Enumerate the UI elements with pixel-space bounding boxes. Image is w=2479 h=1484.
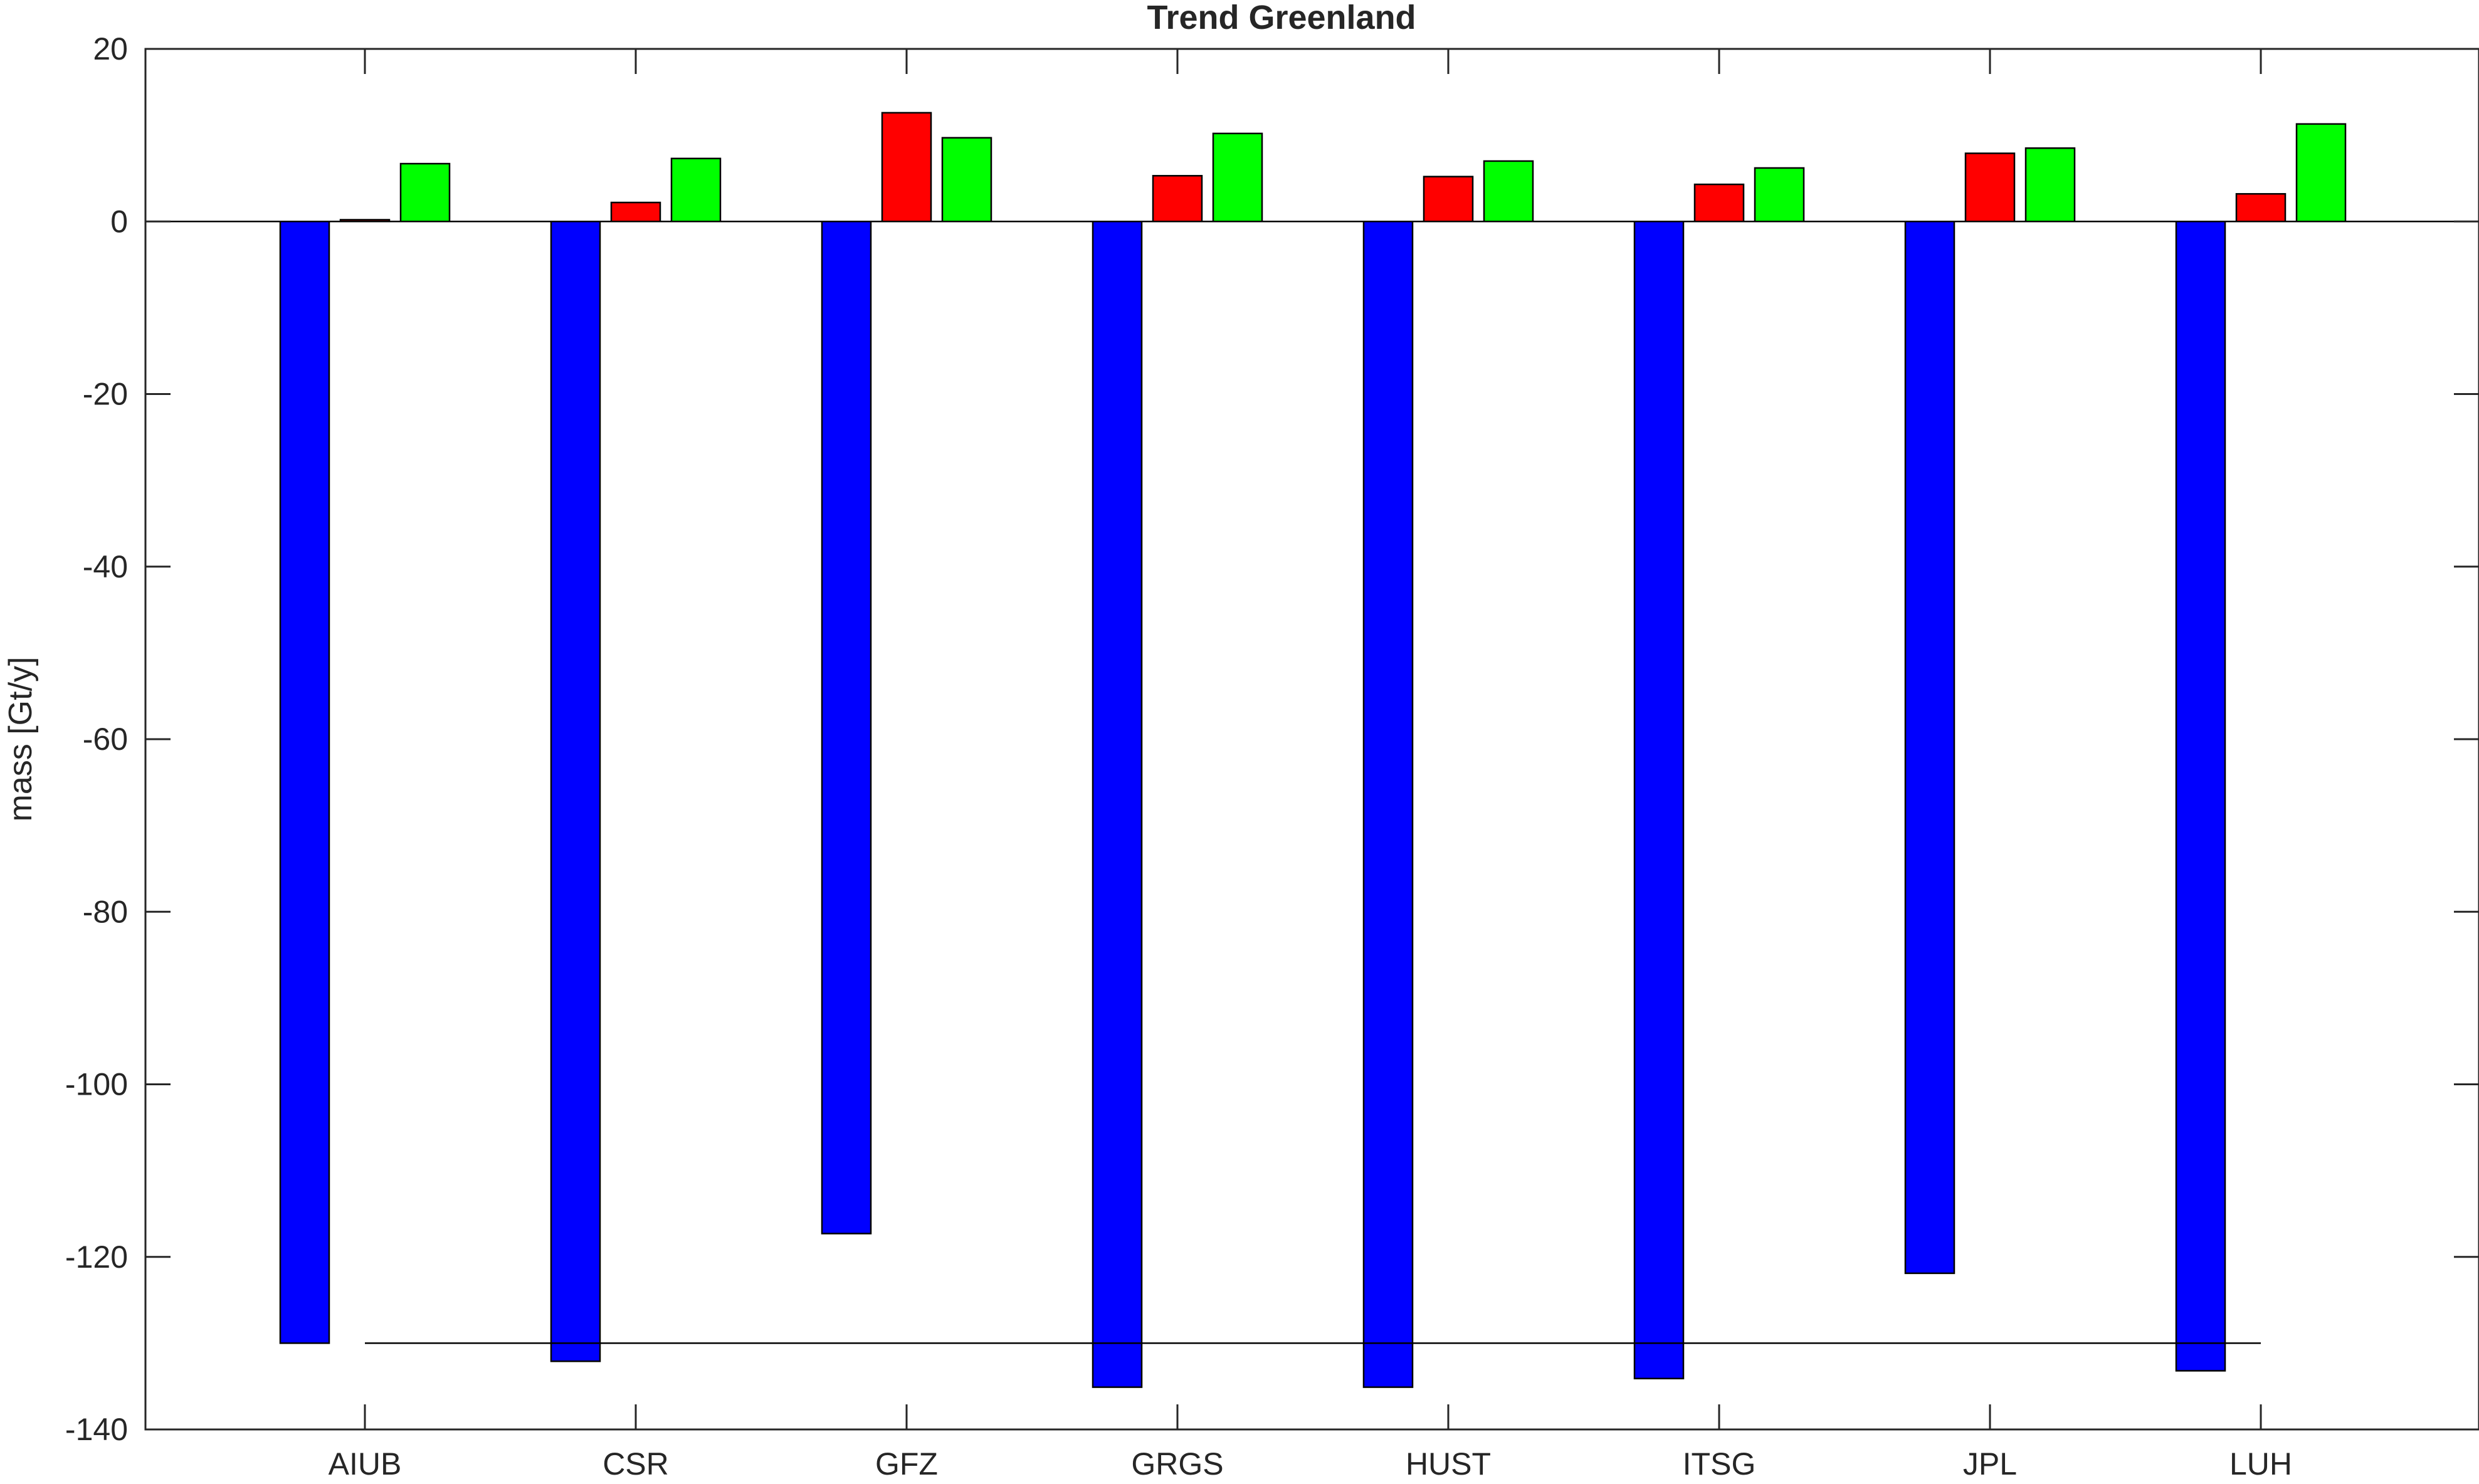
- bar-aiub-series-1: [279, 221, 330, 1344]
- y-tick-label: 0: [110, 204, 128, 239]
- bar-itsg-series-1: [1633, 221, 1685, 1380]
- bar-luh-series-3: [2295, 123, 2347, 223]
- bar-luh-series-2: [2235, 192, 2287, 223]
- bar-gfz-series-2: [881, 112, 932, 223]
- bar-gfz-series-3: [941, 137, 992, 223]
- y-tick-label: -40: [83, 549, 128, 584]
- x-tick-label-itsg: ITSG: [1683, 1446, 1756, 1481]
- x-tick-label-gfz: GFZ: [875, 1446, 938, 1481]
- x-tick-label-jpl: JPL: [1963, 1446, 2017, 1481]
- y-tick-label: -120: [65, 1239, 128, 1275]
- bar-jpl-series-3: [2024, 147, 2076, 223]
- y-tick-label: -100: [65, 1067, 128, 1102]
- x-tick-label-aiub: AIUB: [329, 1446, 402, 1481]
- bar-csr-series-3: [670, 157, 722, 223]
- y-tick-label: -60: [83, 722, 128, 757]
- bar-grgs-series-2: [1152, 175, 1203, 223]
- bar-hust-series-3: [1483, 160, 1534, 223]
- bar-hust-series-2: [1423, 176, 1474, 223]
- bar-itsg-series-3: [1754, 167, 1805, 223]
- bar-jpl-series-2: [1964, 152, 2016, 223]
- ticks-layer: 20 0 -20 -40 -60 -80 -100 -120 -140 AIUB CSR GFZ GRG…: [65, 31, 2479, 1481]
- bar-aiub-series-3: [399, 162, 451, 223]
- bars-layer: [279, 112, 2347, 1388]
- bar-grgs-series-3: [1212, 132, 1263, 223]
- bar-itsg-series-2: [1693, 183, 1745, 223]
- plot-area: [145, 49, 2479, 1429]
- bar-gfz-series-1: [821, 221, 872, 1234]
- x-tick-label-grgs: GRGS: [1131, 1446, 1223, 1481]
- x-tick-label-hust: HUST: [1406, 1446, 1491, 1481]
- y-tick-label: -140: [65, 1412, 128, 1447]
- bar-csr-series-1: [550, 221, 601, 1362]
- x-tick-label-csr: CSR: [603, 1446, 669, 1481]
- chart-title: Trend Greenland: [1147, 0, 1416, 36]
- y-tick-label: -20: [83, 377, 128, 412]
- x-tick-label-luh: LUH: [2229, 1446, 2292, 1481]
- bar-luh-series-1: [2175, 221, 2226, 1372]
- bar-grgs-series-1: [1092, 221, 1143, 1388]
- bar-hust-series-1: [1362, 221, 1414, 1388]
- bar-csr-series-2: [610, 201, 661, 223]
- y-axis-label: mass [Gt/y]: [3, 657, 39, 822]
- y-tick-label: -80: [83, 894, 128, 929]
- y-tick-label: 20: [93, 31, 128, 66]
- bar-jpl-series-1: [1904, 221, 1955, 1275]
